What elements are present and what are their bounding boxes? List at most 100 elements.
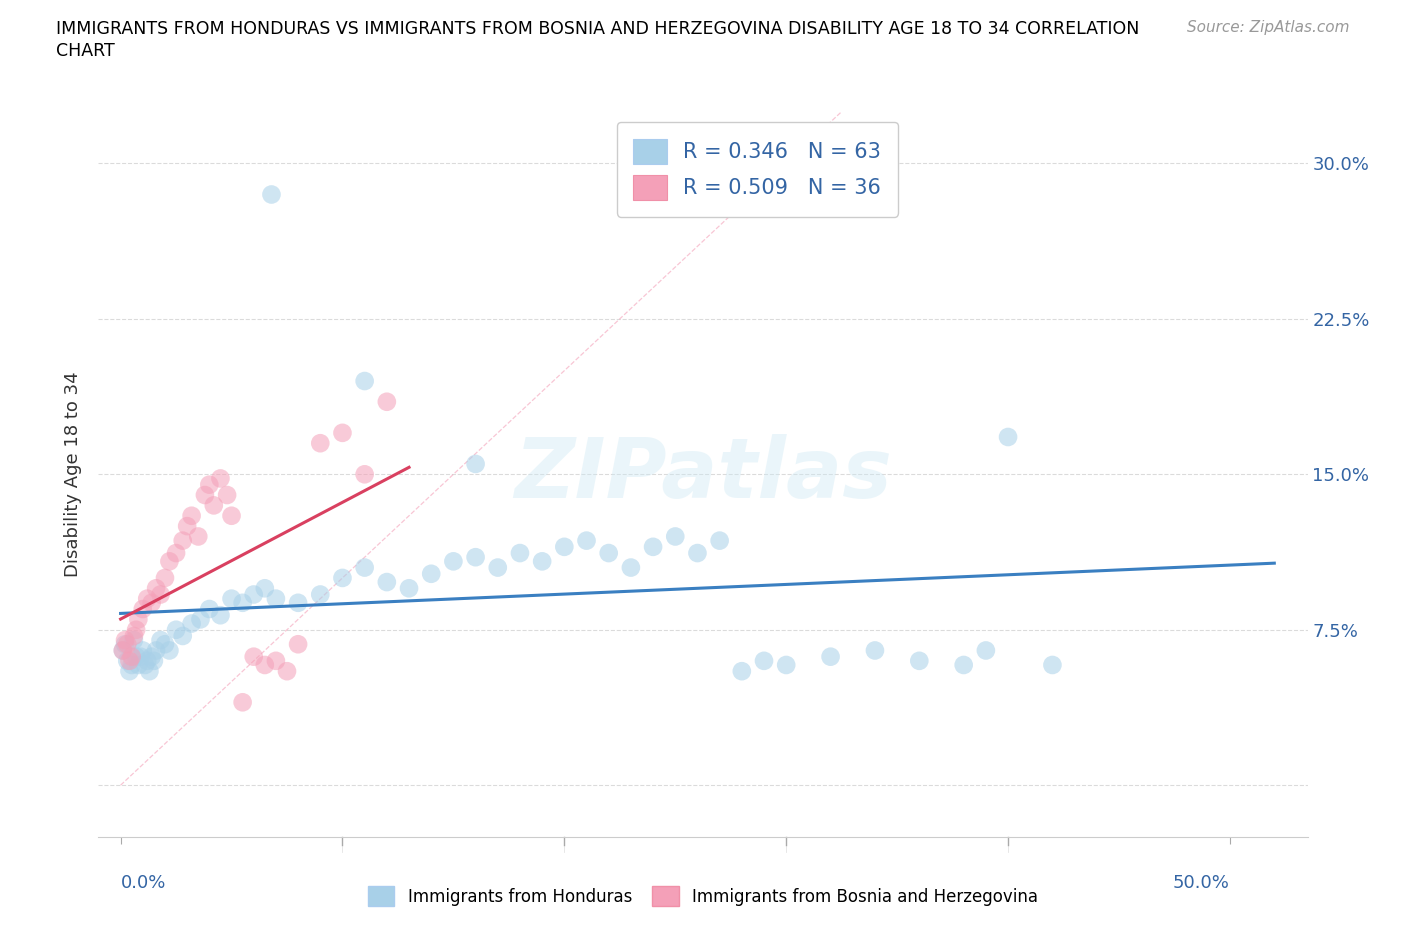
Point — [114, 632, 136, 647]
Text: ZIPatlas: ZIPatlas — [515, 433, 891, 515]
Point — [686, 546, 709, 561]
Point — [136, 591, 159, 606]
Point — [553, 539, 575, 554]
Point — [172, 629, 194, 644]
Point — [157, 554, 180, 569]
Point — [232, 595, 254, 610]
Point — [332, 570, 354, 585]
Point — [441, 554, 464, 569]
Point — [111, 643, 134, 658]
Point — [190, 612, 212, 627]
Point — [620, 560, 643, 575]
Point — [752, 654, 775, 669]
Point — [217, 487, 239, 502]
Point — [198, 602, 221, 617]
Point — [187, 529, 209, 544]
Point — [221, 509, 243, 524]
Point — [242, 649, 264, 664]
Text: 50.0%: 50.0% — [1173, 874, 1230, 892]
Point — [125, 649, 148, 664]
Point — [997, 430, 1019, 445]
Point — [141, 595, 163, 610]
Point — [209, 471, 232, 485]
Point — [775, 658, 797, 672]
Point — [509, 546, 531, 561]
Point — [127, 658, 149, 672]
Point — [974, 643, 997, 658]
Point — [264, 654, 287, 669]
Point — [309, 436, 332, 451]
Point — [276, 664, 298, 679]
Point — [117, 637, 139, 652]
Point — [202, 498, 225, 512]
Point — [531, 554, 554, 569]
Point — [420, 566, 443, 581]
Point — [149, 587, 172, 602]
Point — [253, 581, 276, 596]
Point — [117, 654, 139, 669]
Point — [157, 643, 180, 658]
Point — [127, 612, 149, 627]
Point — [332, 425, 354, 440]
Text: CHART: CHART — [56, 42, 115, 60]
Point — [353, 374, 375, 389]
Point — [464, 550, 486, 565]
Point — [575, 533, 598, 548]
Point — [129, 649, 152, 664]
Point — [242, 587, 264, 602]
Point — [709, 533, 731, 548]
Point — [353, 560, 375, 575]
Text: 0.0%: 0.0% — [121, 874, 166, 892]
Point — [153, 570, 176, 585]
Point — [121, 658, 143, 672]
Point — [309, 587, 332, 602]
Point — [232, 695, 254, 710]
Point — [464, 457, 486, 472]
Point — [118, 664, 141, 679]
Point — [820, 649, 842, 664]
Point — [1042, 658, 1064, 672]
Legend: R = 0.346   N = 63, R = 0.509   N = 36: R = 0.346 N = 63, R = 0.509 N = 36 — [617, 122, 898, 217]
Point — [138, 664, 160, 679]
Point — [145, 643, 167, 658]
Point — [375, 394, 398, 409]
Point — [287, 595, 309, 610]
Point — [209, 608, 232, 623]
Point — [111, 643, 134, 658]
Point — [141, 649, 163, 664]
Point — [142, 654, 165, 669]
Point — [264, 591, 287, 606]
Point — [176, 519, 198, 534]
Point — [149, 632, 172, 647]
Point — [118, 654, 141, 669]
Point — [180, 509, 202, 524]
Point — [122, 632, 145, 647]
Point — [132, 643, 155, 658]
Point — [398, 581, 420, 596]
Point — [253, 658, 276, 672]
Y-axis label: Disability Age 18 to 34: Disability Age 18 to 34 — [65, 371, 83, 578]
Point — [194, 487, 217, 502]
Point — [125, 622, 148, 637]
Point — [664, 529, 686, 544]
Point — [172, 533, 194, 548]
Point — [145, 581, 167, 596]
Point — [136, 654, 159, 669]
Point — [952, 658, 974, 672]
Point — [198, 477, 221, 492]
Point — [908, 654, 931, 669]
Legend: Immigrants from Honduras, Immigrants from Bosnia and Herzegovina: Immigrants from Honduras, Immigrants fro… — [361, 880, 1045, 912]
Text: IMMIGRANTS FROM HONDURAS VS IMMIGRANTS FROM BOSNIA AND HERZEGOVINA DISABILITY AG: IMMIGRANTS FROM HONDURAS VS IMMIGRANTS F… — [56, 20, 1140, 38]
Point — [153, 637, 176, 652]
Point — [114, 637, 136, 652]
Point — [122, 629, 145, 644]
Point — [353, 467, 375, 482]
Point — [165, 546, 187, 561]
Point — [863, 643, 886, 658]
Point — [598, 546, 620, 561]
Point — [121, 649, 143, 664]
Point — [132, 602, 155, 617]
Point — [134, 658, 156, 672]
Point — [165, 622, 187, 637]
Point — [287, 637, 309, 652]
